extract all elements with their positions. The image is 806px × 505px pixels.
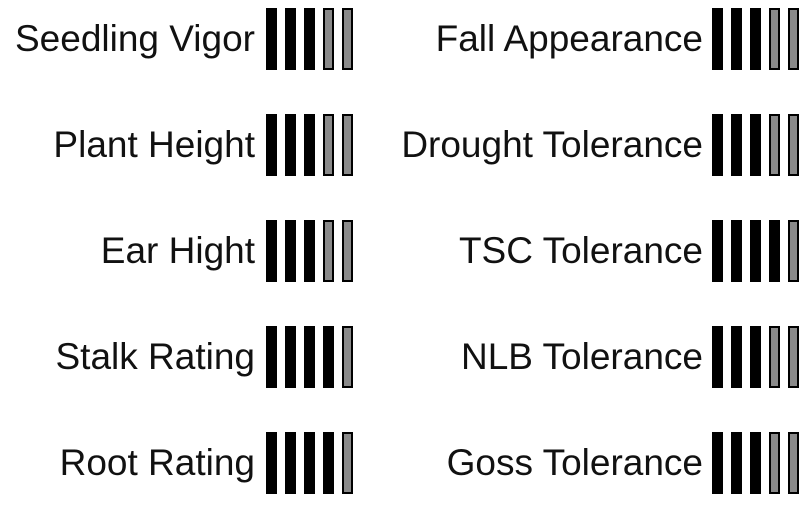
right-trait-row: Drought Tolerance bbox=[0, 114, 806, 176]
rating-bar-filled bbox=[731, 326, 742, 388]
left-trait-row: Seedling Vigor bbox=[0, 8, 806, 70]
rating-bar-filled bbox=[731, 114, 742, 176]
rating-bar-empty bbox=[323, 220, 334, 282]
rating-bars bbox=[712, 326, 802, 388]
rating-bar-filled bbox=[712, 220, 723, 282]
rating-bar-filled bbox=[750, 114, 761, 176]
rating-bar-empty bbox=[769, 432, 780, 494]
left-trait-row: Root Rating bbox=[0, 432, 806, 494]
rating-bars bbox=[712, 8, 802, 70]
rating-bar-filled bbox=[266, 220, 277, 282]
rating-bar-empty bbox=[788, 8, 799, 70]
rating-bar-filled bbox=[266, 8, 277, 70]
trait-label: Ear Hight bbox=[100, 230, 255, 271]
rating-bar-filled bbox=[285, 114, 296, 176]
rating-bars bbox=[266, 220, 356, 282]
rating-bar-empty bbox=[769, 114, 780, 176]
right-trait-row: Goss Tolerance bbox=[0, 432, 806, 494]
rating-bar-filled bbox=[731, 8, 742, 70]
rating-bar-filled bbox=[712, 326, 723, 388]
rating-bars bbox=[266, 114, 356, 176]
right-trait-row: TSC Tolerance bbox=[0, 220, 806, 282]
trait-label: Seedling Vigor bbox=[15, 18, 255, 59]
rating-bar-filled bbox=[285, 8, 296, 70]
rating-bar-empty bbox=[342, 326, 353, 388]
trait-label: Stalk Rating bbox=[55, 336, 256, 377]
rating-bar-empty bbox=[342, 8, 353, 70]
rating-bar-filled bbox=[304, 8, 315, 70]
rating-bar-empty bbox=[323, 8, 334, 70]
rating-bar-filled bbox=[266, 432, 277, 494]
rating-bar-filled bbox=[304, 432, 315, 494]
rating-bar-filled bbox=[750, 432, 761, 494]
rating-bar-filled bbox=[323, 432, 334, 494]
rating-bars bbox=[266, 326, 356, 388]
trait-label: NLB Tolerance bbox=[460, 336, 703, 377]
trait-label: Goss Tolerance bbox=[446, 442, 703, 483]
rating-bar-empty bbox=[788, 432, 799, 494]
left-trait-row: Stalk Rating bbox=[0, 326, 806, 388]
rating-bar-filled bbox=[285, 326, 296, 388]
rating-bar-filled bbox=[712, 432, 723, 494]
rating-bar-filled bbox=[323, 326, 334, 388]
trait-label: TSC Tolerance bbox=[458, 230, 703, 271]
rating-bar-empty bbox=[342, 220, 353, 282]
rating-bar-filled bbox=[285, 220, 296, 282]
right-trait-row: Fall Appearance bbox=[0, 8, 806, 70]
rating-bar-filled bbox=[266, 114, 277, 176]
rating-bar-filled bbox=[285, 432, 296, 494]
rating-bars bbox=[712, 114, 802, 176]
rating-bar-empty bbox=[788, 326, 799, 388]
rating-bar-filled bbox=[769, 220, 780, 282]
rating-bar-filled bbox=[266, 326, 277, 388]
rating-bars bbox=[712, 432, 802, 494]
rating-bars bbox=[712, 220, 802, 282]
rating-bar-empty bbox=[769, 326, 780, 388]
rating-bar-empty bbox=[342, 432, 353, 494]
rating-bars bbox=[266, 432, 356, 494]
right-trait-row: NLB Tolerance bbox=[0, 326, 806, 388]
rating-bar-empty bbox=[769, 8, 780, 70]
rating-bars bbox=[266, 8, 356, 70]
rating-bar-filled bbox=[731, 220, 742, 282]
rating-bar-filled bbox=[304, 220, 315, 282]
rating-bar-filled bbox=[712, 8, 723, 70]
rating-bar-filled bbox=[750, 8, 761, 70]
rating-bar-filled bbox=[712, 114, 723, 176]
rating-bar-filled bbox=[304, 114, 315, 176]
left-trait-row: Plant Height bbox=[0, 114, 806, 176]
rating-bar-empty bbox=[788, 220, 799, 282]
trait-label: Fall Appearance bbox=[435, 18, 703, 59]
trait-label: Root Rating bbox=[59, 442, 255, 483]
trait-label: Drought Tolerance bbox=[401, 124, 703, 165]
left-trait-row: Ear Hight bbox=[0, 220, 806, 282]
rating-bar-empty bbox=[788, 114, 799, 176]
rating-bar-filled bbox=[750, 220, 761, 282]
rating-bar-empty bbox=[342, 114, 353, 176]
rating-bar-filled bbox=[304, 326, 315, 388]
rating-bar-filled bbox=[731, 432, 742, 494]
rating-bar-filled bbox=[750, 326, 761, 388]
rating-bar-empty bbox=[323, 114, 334, 176]
trait-label: Plant Height bbox=[53, 124, 255, 165]
